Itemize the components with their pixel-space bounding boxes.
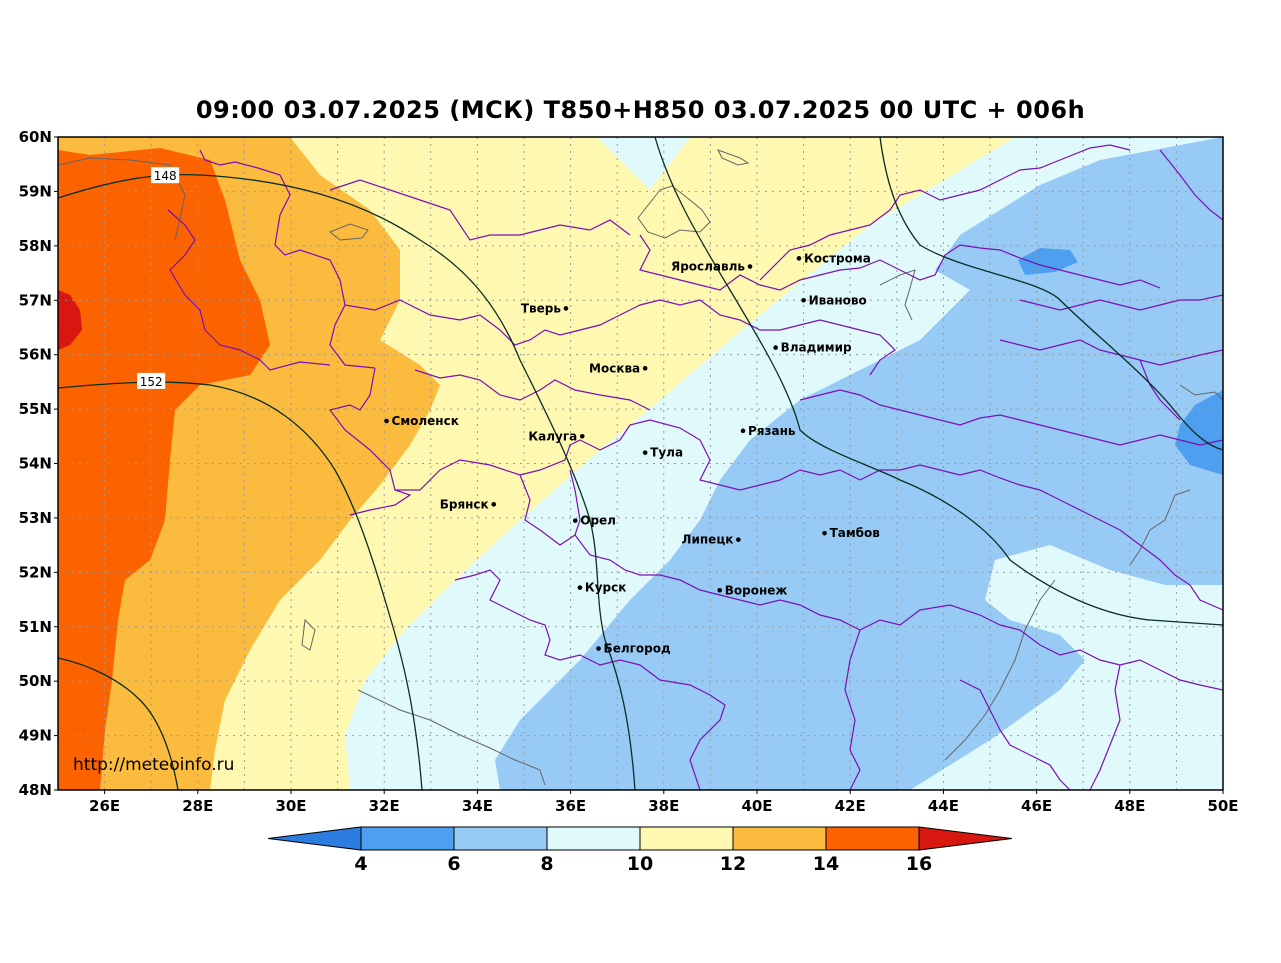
- colorbar-segment: [825, 826, 920, 851]
- city-marker: [717, 587, 723, 593]
- city-label: Липецк: [682, 533, 734, 547]
- city-label: Иваново: [809, 293, 867, 307]
- city-label: Орел: [580, 514, 616, 528]
- lat-tick-label: 49N: [19, 727, 52, 745]
- city-marker: [572, 518, 578, 523]
- lat-tick-label: 55N: [19, 400, 52, 418]
- lon-tick-label: 40E: [741, 797, 772, 815]
- lon-tick-label: 28E: [182, 797, 213, 815]
- lat-tick-label: 59N: [19, 182, 52, 200]
- lat-tick-label: 57N: [19, 291, 52, 309]
- colorbar-max-arrow: [918, 826, 1013, 851]
- lon-tick-label: 38E: [648, 797, 679, 815]
- lat-tick-label: 54N: [19, 455, 52, 473]
- admin-borders: [167, 144, 1223, 790]
- lat-tick-label: 60N: [19, 128, 52, 146]
- lon-tick-label: 26E: [89, 797, 120, 815]
- field-16-18: [58, 290, 82, 350]
- city-label: Калуга: [528, 429, 577, 443]
- city-marker: [747, 264, 753, 269]
- city-marker: [491, 502, 497, 507]
- lon-tick-label: 32E: [369, 797, 400, 815]
- city-marker: [384, 418, 389, 424]
- lat-tick-label: 58N: [19, 237, 52, 255]
- city-marker: [796, 256, 802, 261]
- colorbar-segment: [360, 826, 455, 851]
- colorbar-tick-label: 12: [720, 853, 746, 875]
- city-label: Тула: [650, 446, 683, 460]
- field-14-16: [58, 148, 270, 790]
- isohypses: [58, 137, 1223, 790]
- city-label: Белгород: [604, 642, 671, 656]
- city-label: Курск: [585, 581, 626, 595]
- lat-tick-label: 52N: [19, 563, 52, 581]
- colorbar-tick-label: 6: [447, 853, 460, 875]
- lat-tick-label: 48N: [19, 781, 52, 799]
- lon-tick-label: 36E: [555, 797, 586, 815]
- field-6-8: [495, 137, 1223, 790]
- map-title: 09:00 03.07.2025 (МСК) T850+H850 03.07.2…: [195, 96, 1086, 124]
- city-marker: [736, 537, 741, 542]
- lat-tick-label: 51N: [19, 618, 52, 636]
- colorbar: 4 6 8 10 12 14 16: [267, 826, 1013, 875]
- city-marker: [773, 345, 778, 350]
- city-label: Тверь: [521, 301, 562, 315]
- cities: Кострома Ярославль Иваново Тверь Владимир Мос…: [384, 251, 881, 656]
- city-label: Москва: [589, 361, 640, 375]
- city-label: Кострома: [804, 251, 871, 265]
- colorbar-segment: [546, 826, 641, 851]
- axis-labels: 60N 59N 58N 57N 56N 55N 54N 53N 52N 51N 50N 49N 48N 2…: [19, 128, 1239, 815]
- city-marker: [563, 306, 569, 311]
- city-marker: [642, 450, 648, 455]
- lon-tick-label: 34E: [462, 797, 493, 815]
- city-label: Воронеж: [725, 583, 788, 597]
- map-frame: [57, 136, 1224, 791]
- lon-tick-label: 48E: [1114, 797, 1145, 815]
- lat-tick-label: 53N: [19, 509, 52, 527]
- city-label: Владимир: [781, 341, 852, 355]
- lon-tick-label: 46E: [1021, 797, 1052, 815]
- lat-lon-grid: [58, 137, 1223, 790]
- colorbar-segment: [453, 826, 548, 851]
- city-marker: [822, 530, 827, 536]
- city-marker: [577, 585, 583, 590]
- watermark: http://meteoinfo.ru: [73, 755, 234, 775]
- city-label: Ярославль: [671, 260, 745, 274]
- rivers-and-lakes: [58, 149, 1223, 786]
- colorbar-segment: [732, 826, 827, 851]
- city-label: Брянск: [440, 497, 489, 511]
- city-marker: [596, 646, 601, 651]
- colorbar-tick-label: 8: [540, 853, 553, 875]
- colorbar-min-arrow: [267, 826, 362, 851]
- contour-label: 148: [154, 169, 177, 183]
- contour-label-bg: [137, 372, 166, 389]
- colorbar-tick-label: 10: [627, 853, 653, 875]
- lon-tick-label: 44E: [928, 797, 959, 815]
- contour-labels: 148 152: [137, 167, 180, 389]
- lat-tick-label: 50N: [19, 672, 52, 690]
- colorbar-tick-label: 4: [354, 853, 367, 875]
- city-marker: [740, 428, 746, 434]
- lon-tick-label: 42E: [835, 797, 866, 815]
- lon-tick-label: 30E: [275, 797, 306, 815]
- contour-label-bg: [151, 167, 180, 184]
- city-label: Рязань: [748, 424, 796, 438]
- city-label: Тамбов: [830, 526, 881, 540]
- city-label: Смоленск: [392, 414, 459, 428]
- city-marker: [642, 365, 648, 371]
- field-4-6: [1018, 248, 1223, 475]
- colorbar-tick-label: 14: [813, 853, 839, 875]
- city-marker: [579, 433, 585, 439]
- lon-tick-label: 50E: [1207, 797, 1238, 815]
- contour-label: 152: [140, 375, 163, 389]
- lat-tick-label: 56N: [19, 346, 52, 364]
- city-marker: [801, 297, 806, 303]
- colorbar-segment: [639, 826, 734, 851]
- colorbar-tick-label: 16: [906, 853, 932, 875]
